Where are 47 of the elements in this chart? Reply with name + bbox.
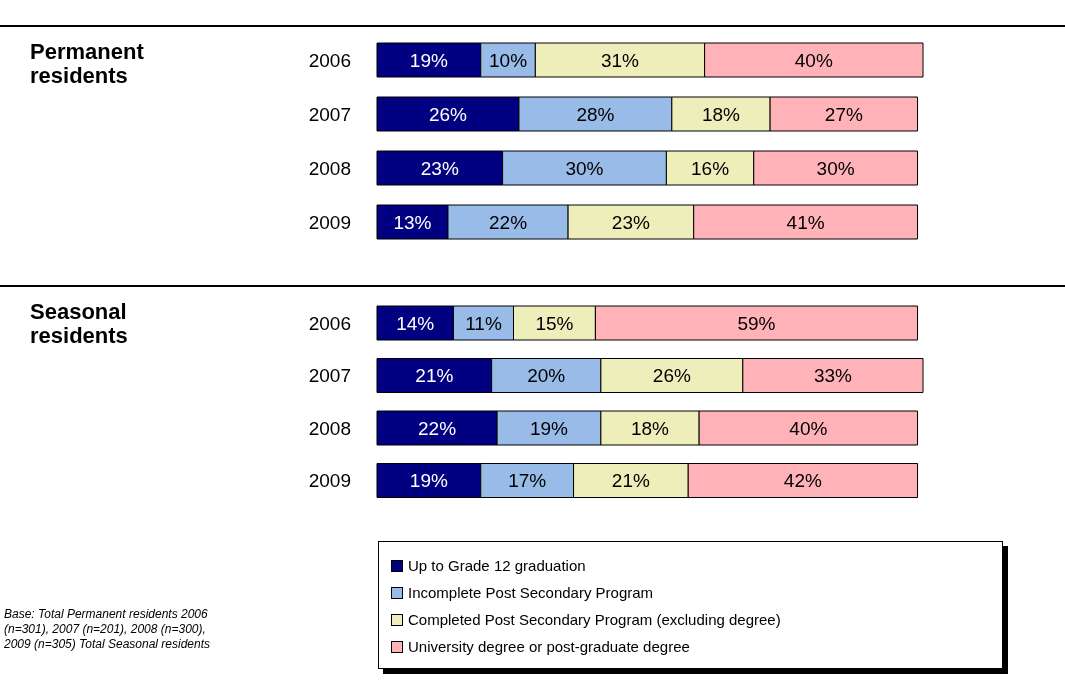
data-label: 30% [565,157,604,179]
data-label: 23% [420,157,459,179]
y-tick-label: 2009 [308,211,351,233]
data-label: 21% [611,470,651,492]
data-label: 30% [816,157,855,179]
y-tick-label: 2008 [308,157,351,179]
y-tick-label: 2009 [308,470,351,492]
y-tick-label: 2008 [308,417,351,439]
data-label: 10% [489,49,528,71]
data-label: 19% [409,470,448,492]
y-tick-label: 2007 [308,365,351,387]
data-label: 26% [428,103,468,125]
y-tick-label: 2006 [308,49,351,71]
legend-label: Incomplete Post Secondary Program [408,584,654,601]
data-label: 23% [611,211,651,233]
data-label: 40% [794,49,833,71]
data-label: 13% [393,211,432,233]
legend-label: Up to Grade 12 graduation [408,557,586,574]
data-label: 42% [783,470,822,492]
data-label: 22% [489,211,528,233]
legend-label: Completed Post Secondary Program (excluding degree) [408,611,781,628]
data-label: 27% [824,103,863,125]
data-label: 40% [789,417,828,439]
data-label: 31% [600,49,640,71]
data-label: 18% [701,103,741,125]
data-label: 11% [465,312,502,334]
data-label: 26% [652,365,691,387]
y-tick-label: 2006 [308,312,351,334]
data-label: 20% [527,365,566,387]
y-axis-title: Permanent residents [30,38,145,88]
y-tick-label: 2007 [308,103,351,125]
data-label: 41% [786,211,825,233]
data-label: 28% [576,103,615,125]
data-label: 19% [529,417,569,439]
data-label: 16% [691,157,730,179]
y-axis-title: Seasonal residents [30,298,128,348]
data-label: 33% [813,365,853,387]
data-label: 15% [535,312,574,334]
data-label: 21% [415,365,454,387]
data-label: 18% [630,417,670,439]
data-label: 19% [409,49,448,71]
data-label: 22% [418,417,457,439]
data-label: 17% [508,470,547,492]
text: Base: Total Permanent residents 2006 (n=301), 2007 (n=201), 2008 (n=300), 2009 (n=305) Total Seasonal residents [4,607,212,652]
legend-label: University degree or post-graduate degree [408,638,690,655]
data-label: 59% [737,312,776,334]
data-label: 14% [396,312,435,334]
